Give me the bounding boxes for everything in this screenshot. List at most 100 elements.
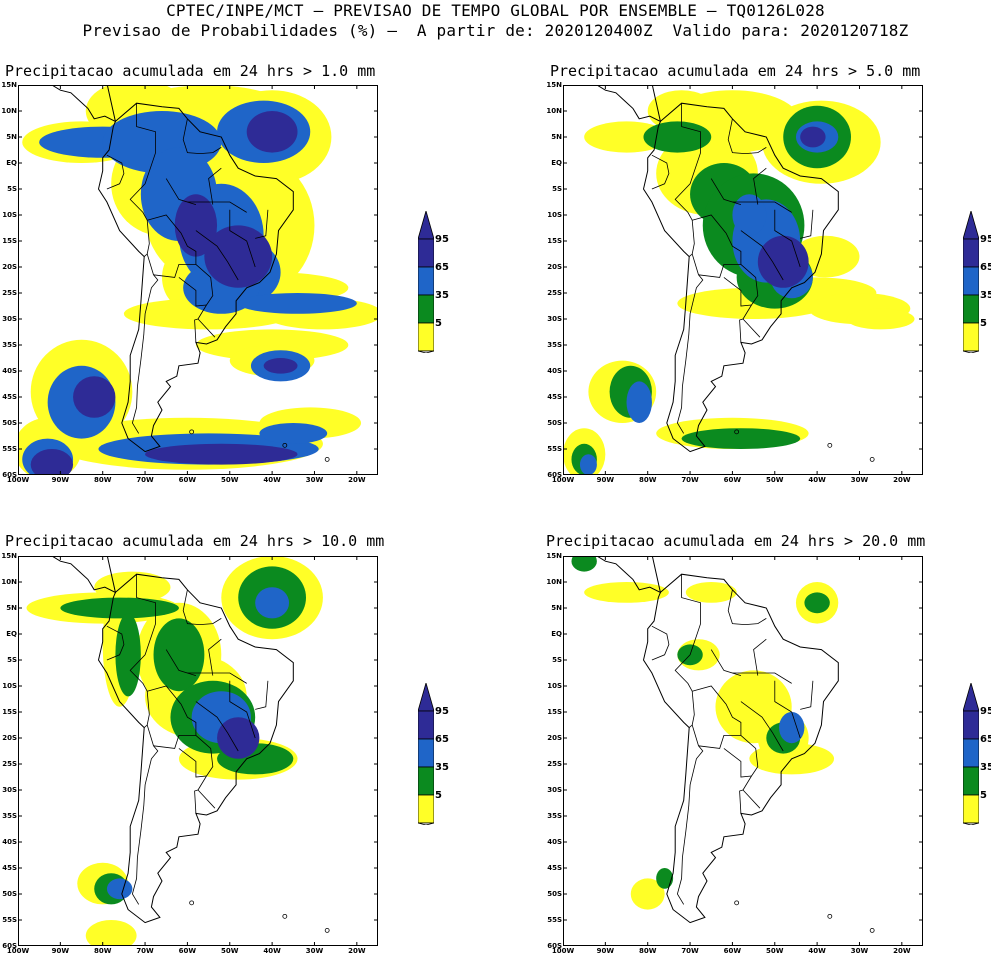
lat-tick-label: 35S	[2, 341, 17, 349]
border-line	[143, 253, 148, 257]
probability-area-95	[145, 443, 298, 465]
lon-tick-label: 20W	[893, 476, 911, 484]
border-line	[194, 789, 199, 814]
lat-tick-label: 10N	[1, 107, 17, 115]
probability-area-5	[846, 308, 915, 330]
probability-area-95	[800, 126, 826, 148]
lat-tick-label: 15S	[547, 237, 562, 245]
legend-swatch	[962, 266, 980, 296]
border-line	[753, 167, 767, 205]
lat-tick-label: 20S	[547, 734, 562, 742]
border-line	[739, 318, 744, 343]
lat-tick-label: 45S	[2, 393, 17, 401]
probability-area-5	[685, 582, 737, 603]
lat-tick-label: 15N	[546, 81, 562, 89]
probability-area-35	[681, 428, 801, 449]
lat-tick-label: 30S	[547, 786, 562, 794]
legend-colorbar	[417, 209, 435, 354]
border-line	[698, 264, 741, 278]
lon-tick-label: 60W	[723, 947, 742, 955]
border-line	[676, 220, 704, 434]
probability-area-35	[60, 597, 179, 619]
legend-level-label: 35	[435, 290, 449, 301]
island-outline	[827, 913, 833, 919]
lon-tick-label: 30W	[850, 476, 869, 484]
probability-area-35	[656, 868, 674, 889]
lon-tick-label: 50W	[766, 476, 784, 484]
lat-tick-label: EQ	[6, 630, 17, 638]
island-outline	[734, 429, 740, 435]
lon-tick-label: 30W	[305, 947, 324, 955]
legend-top-arrow	[417, 681, 435, 712]
south-america-outline	[97, 573, 294, 924]
probability-area-65	[732, 194, 767, 236]
legend-level-label: 5	[980, 790, 987, 801]
legend-top-arrow	[962, 209, 980, 240]
legend-bottom-arrow	[962, 350, 980, 354]
lon-tick-label: 40W	[263, 476, 281, 484]
central-america-outline	[48, 85, 117, 123]
legend-swatch	[962, 794, 980, 824]
lon-tick-label: 100W	[551, 476, 575, 484]
lon-tick-label: 30W	[850, 947, 869, 955]
lat-tick-label: 45S	[547, 864, 562, 872]
legend-bottom-arrow	[962, 822, 980, 826]
lat-tick-label: 5N	[6, 133, 17, 141]
island-outline	[324, 927, 330, 933]
central-america-outline	[48, 556, 117, 594]
border-line	[129, 103, 156, 221]
lat-tick-label: 25S	[2, 289, 17, 297]
legend-level-label: 5	[980, 318, 987, 329]
lon-tick-label: 20W	[893, 947, 911, 955]
legend-level-label: 35	[435, 762, 449, 773]
probability-area-65	[779, 712, 805, 744]
lat-tick-label: 5S	[7, 185, 17, 193]
border-line	[651, 625, 670, 661]
border-line	[106, 625, 125, 661]
legend-level-label: 95	[435, 706, 449, 717]
legend-swatch	[417, 238, 435, 268]
legend-level-label: 35	[980, 290, 991, 301]
color-legend-20mm	[962, 681, 980, 829]
lat-tick-label: 10S	[2, 211, 17, 219]
probability-area-35	[153, 618, 205, 692]
legend-level-label: 5	[435, 790, 442, 801]
probability-area-95	[30, 449, 74, 475]
probability-area-95	[174, 194, 218, 257]
probability-area-95	[217, 717, 260, 759]
lon-tick-label: 70W	[681, 947, 699, 955]
border-line	[674, 574, 701, 692]
lat-tick-label: 60S	[547, 471, 562, 479]
legend-swatch	[962, 738, 980, 768]
map-panel-5mm	[563, 85, 923, 475]
legend-swatch	[962, 710, 980, 740]
legend-level-label: 5	[435, 318, 442, 329]
lat-tick-label: 5N	[551, 133, 562, 141]
lat-tick-label: EQ	[6, 159, 17, 167]
map-frame	[563, 556, 923, 946]
border-line	[698, 735, 741, 749]
island-outline	[324, 456, 330, 462]
border-line	[165, 649, 197, 676]
legend-top-arrow	[417, 209, 435, 240]
probability-map	[18, 556, 378, 946]
lat-tick-label: 5N	[6, 604, 17, 612]
border-line	[753, 638, 767, 676]
lat-tick-label: 50S	[547, 419, 562, 427]
border-line	[178, 748, 207, 778]
central-america-outline	[593, 556, 662, 594]
figure-subtitle: Previsao de Probabilidades (%) — A parti…	[82, 21, 909, 40]
lon-tick-label: 60W	[723, 476, 742, 484]
island-outline	[282, 913, 288, 919]
lon-tick-label: 100W	[6, 947, 30, 955]
lon-tick-label: 80W	[93, 947, 112, 955]
border-line	[194, 318, 199, 343]
border-line	[182, 589, 222, 626]
lat-tick-label: 20S	[547, 263, 562, 271]
lat-tick-label: 35S	[2, 812, 17, 820]
border-line	[178, 277, 207, 307]
lat-tick-label: 25S	[547, 760, 562, 768]
lat-tick-label: 35S	[547, 812, 562, 820]
probability-area-5	[85, 920, 137, 946]
lon-tick-label: 60W	[178, 476, 197, 484]
